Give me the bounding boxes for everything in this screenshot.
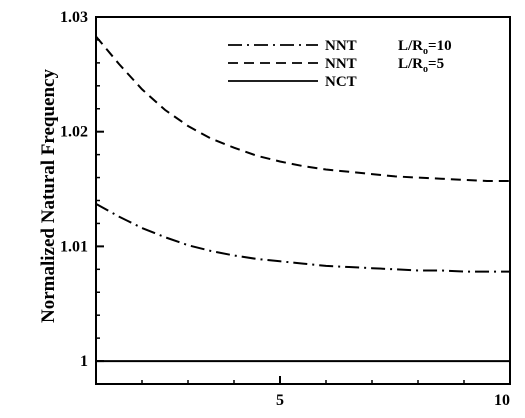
y-tick-label: 1.03 [60, 9, 88, 26]
plot-frame [95, 16, 511, 385]
legend-label-2: NNT [325, 56, 357, 72]
legend-label-1: NNT [325, 38, 357, 54]
series-line-1 [95, 203, 510, 273]
y-tick-label: 1.01 [60, 238, 88, 255]
series-line-2 [95, 35, 510, 182]
y-axis-label: Normalized Natural Frequency [38, 69, 59, 323]
x-tick-label: 5 [276, 392, 284, 409]
legend-param-1: L/Ro=10 [398, 38, 452, 57]
legend-label-3: NCT [325, 74, 357, 90]
y-tick-label: 1 [80, 353, 88, 370]
legend-param-2: L/Ro=5 [398, 56, 444, 75]
x-tick-label: 10 [494, 392, 510, 409]
y-tick-label: 1.02 [60, 124, 88, 141]
